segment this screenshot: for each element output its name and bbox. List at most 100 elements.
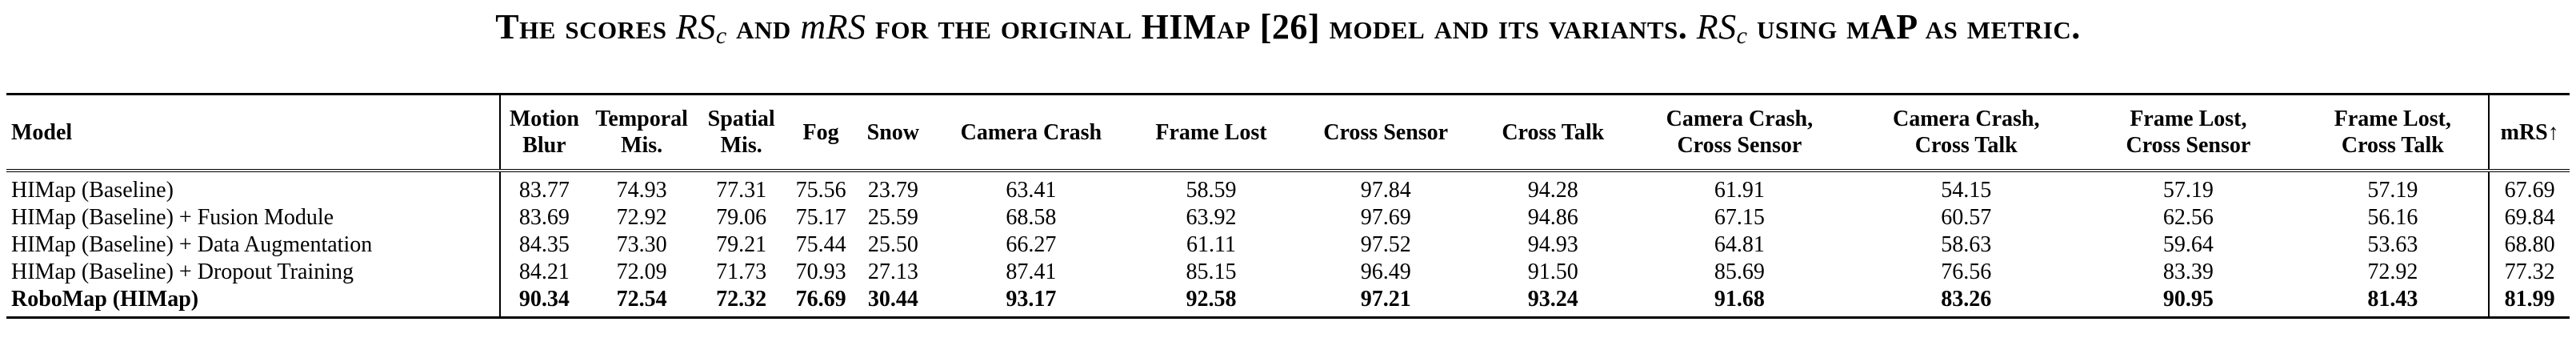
column-header-line: Cross Talk (1914, 133, 2018, 158)
column-header: Camera Crash, Cross Sensor (1626, 95, 1853, 171)
score-cell: 57.19 (2297, 171, 2490, 204)
caption-text-2: and (726, 7, 801, 46)
score-cell: 56.16 (2297, 204, 2490, 231)
score-cell: 91.50 (1527, 259, 1578, 284)
table-caption: The scores RSc and mRS for the original … (0, 6, 2576, 50)
score-cell: 84.21 (518, 259, 570, 284)
score-cell: 66.27 (1006, 232, 1057, 257)
score-cell: 73.30 (616, 232, 667, 257)
caption-text-3: for the original HIMap [26] model and it… (866, 7, 1697, 46)
score-cell: 83.77 (518, 178, 570, 203)
score-cell: 76.69 (795, 287, 846, 312)
score-cell: 85.69 (1714, 259, 1765, 284)
column-header: Camera Crash (931, 95, 1130, 171)
score-cell: 63.41 (1006, 178, 1057, 203)
score-cell: 83.69 (518, 205, 570, 230)
table-row: HIMap (Baseline) + Dropout Training 84.21… (6, 259, 2570, 286)
score-cell: 75.44 (795, 232, 846, 257)
column-header: Temporal Mis. (588, 95, 696, 171)
score-cell: 79.06 (716, 205, 767, 230)
column-header-line: Model (11, 119, 73, 145)
score-cell: 72.92 (616, 205, 667, 230)
column-header-line: Blur (522, 133, 566, 158)
table-body: HIMap (Baseline) 83.77 74.93 77.31 75.56 23.7… (6, 171, 2570, 318)
score-cell: 94.86 (1527, 205, 1578, 230)
caption-text-1: The scores (495, 7, 676, 46)
model-name-cell: HIMap (Baseline) + Data Augmentation (6, 231, 502, 259)
table-row: RoboMap (HIMap) 90.34 72.54 72.32 76.69 30.44… (6, 286, 2570, 318)
score-cell: 64.81 (1714, 232, 1765, 257)
score-cell: 72.09 (616, 259, 667, 284)
column-header: Camera Crash, Cross Talk (1853, 95, 2079, 171)
column-header-line: Camera Crash, (1892, 107, 2040, 131)
column-header-line: Camera Crash, (1666, 107, 1814, 131)
score-cell: 97.69 (1360, 205, 1411, 230)
column-header: Frame Lost, Cross Sensor (2079, 95, 2297, 171)
column-header-line: Cross Talk (1502, 119, 1605, 145)
column-header: mRS↑ (2489, 95, 2570, 171)
score-cell: 72.92 (2297, 259, 2490, 286)
score-cell: 61.11 (1186, 232, 1236, 257)
score-cell: 96.49 (1360, 259, 1411, 284)
score-cell: 77.31 (716, 178, 767, 203)
caption-math-mrs: mRS (800, 7, 866, 46)
model-name-cell: HIMap (Baseline) (6, 171, 502, 204)
score-cell: 63.92 (1186, 205, 1237, 230)
score-cell: 81.99 (2504, 287, 2555, 312)
score-cell: 75.56 (795, 178, 846, 203)
score-cell: 59.64 (2162, 232, 2214, 257)
column-header-line: Frame Lost (1155, 119, 1267, 145)
score-cell: 91.68 (1714, 287, 1765, 312)
table-row: HIMap (Baseline) + Data Augmentation 84.3… (6, 231, 2570, 259)
results-table-container: Model Motion Blur Temporal Mis. Spatial Mis. Fo… (6, 93, 2570, 319)
column-header-line: Frame Lost, (2130, 107, 2247, 131)
score-cell: 72.32 (716, 287, 767, 312)
score-cell: 25.59 (867, 205, 918, 230)
score-cell: 83.39 (2162, 259, 2214, 284)
score-cell: 94.28 (1527, 178, 1578, 203)
column-header: Spatial Mis. (696, 95, 787, 171)
score-cell: 81.43 (2297, 286, 2490, 318)
score-cell: 70.93 (795, 259, 846, 284)
score-cell: 23.79 (867, 178, 918, 203)
score-cell: 54.15 (1941, 178, 1992, 203)
table-row: HIMap (Baseline) 83.77 74.93 77.31 75.56 23.7… (6, 171, 2570, 204)
score-cell: 27.13 (867, 259, 918, 284)
score-cell: 87.41 (1006, 259, 1057, 284)
table-header-row: Model Motion Blur Temporal Mis. Spatial Mis. Fo… (6, 94, 2570, 171)
caption-text-4: using mAP as metric. (1747, 7, 2081, 46)
column-header-line: Temporal (595, 107, 688, 131)
score-cell: 93.24 (1527, 287, 1578, 312)
score-cell: 97.84 (1360, 178, 1411, 203)
model-name-cell: RoboMap (HIMap) (6, 286, 502, 318)
model-name-cell: HIMap (Baseline) + Fusion Module (6, 204, 502, 231)
score-cell: 72.54 (616, 287, 667, 312)
column-header-line: Mis. (720, 133, 762, 158)
column-header-line: Fog (802, 119, 839, 145)
score-cell: 25.50 (867, 232, 918, 257)
score-cell: 58.63 (1941, 232, 1992, 257)
model-name-cell: HIMap (Baseline) + Dropout Training (6, 259, 502, 286)
score-cell: 84.35 (518, 232, 570, 257)
column-header-line: Cross Sensor (1677, 133, 1802, 158)
score-cell: 58.59 (1186, 178, 1237, 203)
score-cell: 67.69 (2504, 178, 2555, 203)
column-header: Frame Lost (1130, 95, 1291, 171)
score-cell: 90.34 (518, 287, 570, 312)
score-cell: 71.73 (716, 259, 767, 284)
column-header-model: Model (6, 94, 502, 171)
caption-math-rs: RSc (675, 7, 727, 49)
column-header-line: mRS↑ (2500, 119, 2559, 145)
column-header-line: Camera Crash (960, 119, 1102, 145)
score-cell: 90.95 (2162, 287, 2214, 312)
score-cell: 76.56 (1941, 259, 1992, 284)
column-header: Fog (787, 95, 855, 171)
score-cell: 75.17 (795, 205, 846, 230)
results-table: Model Motion Blur Temporal Mis. Spatial Mis. Fo… (6, 93, 2570, 319)
column-header: Cross Talk (1480, 95, 1626, 171)
score-cell: 68.80 (2504, 232, 2555, 257)
column-header-line: Frame Lost, (2334, 107, 2451, 131)
score-cell: 92.58 (1186, 287, 1237, 312)
column-header-line: Mis. (621, 133, 663, 158)
column-header: Cross Sensor (1292, 95, 1480, 171)
